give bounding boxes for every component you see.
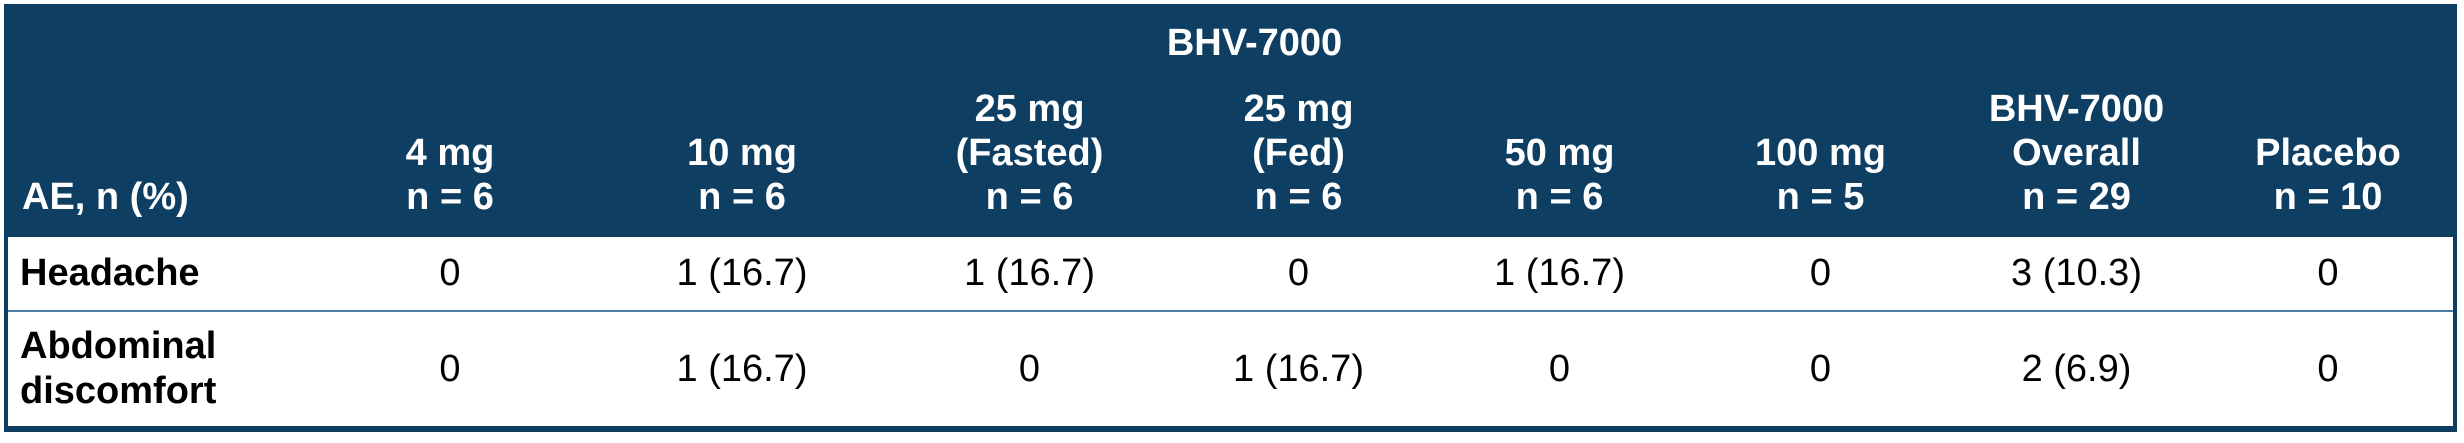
header-line: BHV-7000 <box>1988 87 2165 130</box>
col-header-25mg-fasted: 25 mg (Fasted) n = 6 <box>890 74 1169 237</box>
header-line: 4 mg <box>405 131 495 174</box>
ae-value-cell: 1 (16.7) <box>890 237 1169 311</box>
ae-value-cell: 0 <box>2203 310 2455 429</box>
col-header-50mg: 50 mg n = 6 <box>1428 74 1691 237</box>
col-header-4mg: 4 mg n = 6 <box>306 74 594 237</box>
col-header-100mg: 100 mg n = 5 <box>1691 74 1950 237</box>
ae-value-cell: 1 (16.7) <box>594 310 890 429</box>
ae-value-cell: 0 <box>2203 237 2455 311</box>
table-row-abdominal-discomfort: Abdominal discomfort 0 1 (16.7) 0 1 (16.… <box>6 310 2455 429</box>
header-spacer-placebo <box>2203 4 2455 74</box>
header-line: (Fed) <box>1252 131 1345 174</box>
col-header-placebo: Placebo n = 10 <box>2203 74 2455 237</box>
ae-value-cell: 1 (16.7) <box>1428 237 1691 311</box>
ae-value-cell: 3 (10.3) <box>1950 237 2203 311</box>
ae-column-header: AE, n (%) <box>6 74 306 237</box>
header-line: Overall <box>2012 131 2141 174</box>
ae-value-cell: 0 <box>1691 237 1950 311</box>
header-line: n = 6 <box>406 175 494 218</box>
header-line: 10 mg <box>687 131 797 174</box>
ae-value-cell: 0 <box>306 310 594 429</box>
header-line: 100 mg <box>1755 131 1886 174</box>
table-row-headache: Headache 0 1 (16.7) 1 (16.7) 0 1 (16.7) … <box>6 237 2455 311</box>
spanner-row: BHV-7000 <box>6 4 2455 74</box>
col-header-10mg: 10 mg n = 6 <box>594 74 890 237</box>
header-line: n = 5 <box>1776 175 1865 218</box>
header-spacer-left <box>6 4 306 74</box>
bhv7000-spanner-header: BHV-7000 <box>306 4 2203 74</box>
header-line: n = 10 <box>2273 175 2383 218</box>
ae-value-cell: 0 <box>890 310 1169 429</box>
col-header-bhv7000-overall: BHV-7000 Overall n = 29 <box>1950 74 2203 237</box>
ae-value-cell: 1 (16.7) <box>594 237 890 311</box>
header-line: Placebo <box>2255 131 2401 174</box>
column-header-row: AE, n (%) 4 mg n = 6 10 mg n = 6 25 mg (… <box>6 74 2455 237</box>
ae-row-label: Abdominal discomfort <box>6 310 306 429</box>
header-line: 50 mg <box>1504 131 1615 174</box>
header-line: 25 mg <box>1243 87 1354 130</box>
header-line: n = 29 <box>2022 175 2131 218</box>
ae-value-cell: 0 <box>1428 310 1691 429</box>
ae-value-cell: 1 (16.7) <box>1169 310 1428 429</box>
header-line: (Fasted) <box>955 131 1104 174</box>
table-frame: BHV-7000 AE, n (%) 4 mg n = 6 10 mg n = … <box>4 4 2457 432</box>
ae-value-cell: 0 <box>1691 310 1950 429</box>
header-line: n = 6 <box>1254 175 1343 218</box>
ae-row-label: Headache <box>6 237 306 311</box>
col-header-25mg-fed: 25 mg (Fed) n = 6 <box>1169 74 1428 237</box>
ae-value-cell: 0 <box>306 237 594 311</box>
ae-value-cell: 2 (6.9) <box>1950 310 2203 429</box>
header-line: n = 6 <box>698 175 786 218</box>
adverse-events-table: BHV-7000 AE, n (%) 4 mg n = 6 10 mg n = … <box>4 4 2457 432</box>
ae-value-cell: 0 <box>1169 237 1428 311</box>
header-line: 25 mg <box>974 87 1085 130</box>
header-line: n = 6 <box>985 175 1074 218</box>
header-line: n = 6 <box>1515 175 1604 218</box>
